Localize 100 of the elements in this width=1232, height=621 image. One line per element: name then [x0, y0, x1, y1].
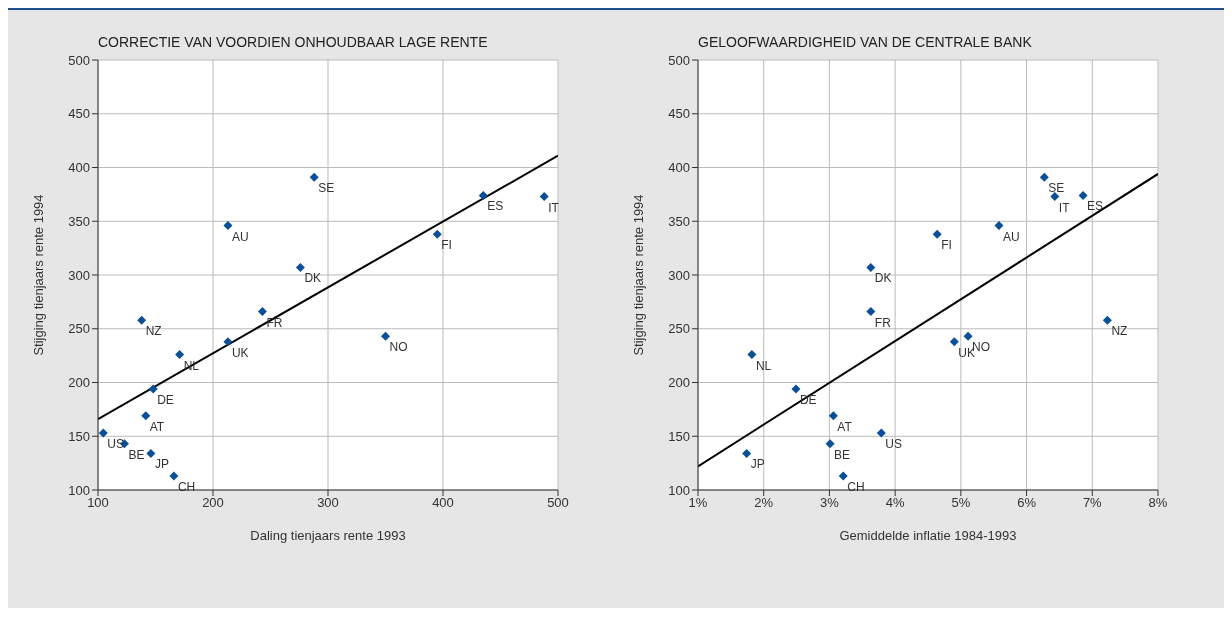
- x-tick-label: 7%: [1082, 495, 1103, 511]
- y-tick-label: 400: [68, 160, 90, 176]
- y-axis-title: Stijging tienjaars rente 1994: [30, 194, 46, 356]
- annotation: FR: [266, 315, 283, 330]
- annotation: JP: [750, 457, 765, 472]
- x-tick-label: 500: [547, 495, 569, 511]
- point: [137, 315, 147, 325]
- point: [223, 221, 233, 231]
- annotation: DK: [874, 271, 892, 286]
- annotation: NL: [755, 358, 772, 373]
- annotation: DK: [304, 271, 322, 286]
- annotation: BE: [128, 447, 145, 462]
- y-tick-label: 250: [68, 321, 90, 337]
- point: [949, 337, 959, 347]
- annotation: AT: [837, 419, 853, 434]
- y-tick-label: 150: [668, 428, 690, 444]
- point: [381, 331, 390, 341]
- y-tick-label: 100: [68, 482, 90, 498]
- chart-title: CORRECTIE VAN VOORDIEN ONHOUDBAAR LAGE RENTE: [98, 34, 488, 50]
- point: [838, 471, 848, 481]
- x-tick-label: 1%: [688, 495, 708, 511]
- y-tick-label: 300: [68, 267, 90, 283]
- point: [932, 229, 942, 239]
- annotation: FI: [941, 238, 952, 253]
- point: [141, 411, 151, 421]
- x-tick-label: 6%: [1017, 495, 1037, 511]
- point: [295, 262, 305, 272]
- point: [146, 448, 156, 458]
- annotation: ES: [1087, 199, 1104, 214]
- x-tick-label: 3%: [820, 495, 840, 511]
- y-tick-label: 250: [668, 321, 690, 337]
- point: [98, 428, 108, 438]
- x-tick-label: 2%: [754, 495, 774, 511]
- y-axis-title: Stijging tienjaars rente 1994: [630, 194, 646, 356]
- annotation: UK: [958, 345, 975, 360]
- point: [866, 307, 876, 317]
- annotation: IT: [1058, 200, 1071, 215]
- y-tick-label: 500: [68, 52, 90, 68]
- annotation: UK: [231, 345, 249, 360]
- annotation: DE: [157, 392, 174, 407]
- point: [994, 221, 1004, 231]
- y-tick-label: 150: [68, 428, 90, 444]
- y-tick-label: 400: [668, 160, 690, 176]
- y-tick-label: 350: [668, 213, 690, 229]
- x-tick-label: 100: [87, 495, 109, 511]
- x-axis-title: Gemiddelde inflatie 1984-1993: [839, 528, 1017, 543]
- point: [876, 428, 886, 438]
- x-tick-label: 400: [432, 495, 454, 511]
- y-tick-label: 200: [668, 375, 690, 391]
- annotation: JP: [154, 457, 169, 472]
- y-tick-label: 350: [68, 213, 90, 229]
- annotation: DE: [799, 392, 817, 407]
- point: [1050, 192, 1060, 202]
- point: [148, 384, 158, 394]
- y-tick-label: 300: [668, 267, 690, 283]
- annotation: FI: [441, 238, 452, 253]
- y-tick-label: 450: [68, 106, 90, 122]
- y-tick-label: 450: [668, 106, 690, 122]
- x-tick-label: 200: [202, 495, 224, 511]
- point: [825, 439, 835, 449]
- point: [1039, 172, 1049, 182]
- point: [742, 448, 752, 458]
- y-tick-label: 500: [668, 52, 690, 68]
- point: [169, 471, 179, 481]
- point: [1078, 190, 1088, 200]
- annotation: ES: [487, 199, 504, 214]
- annotation: US: [885, 437, 903, 452]
- point: [963, 331, 973, 341]
- annotation: NZ: [1111, 324, 1128, 339]
- annotation: BE: [834, 447, 851, 462]
- y-tick-label: 200: [68, 375, 90, 391]
- x-tick-label: 5%: [951, 495, 971, 511]
- point: [539, 192, 549, 202]
- annotation: NO: [389, 340, 408, 355]
- annotation: AU: [231, 229, 249, 244]
- annotation: AT: [149, 419, 165, 434]
- point: [1102, 315, 1112, 325]
- annotation: NZ: [145, 324, 162, 339]
- annotation: SE: [318, 181, 335, 196]
- point: [223, 337, 233, 347]
- annotation: IT: [548, 200, 560, 215]
- x-axis-title: Daling tienjaars rente 1993: [250, 528, 406, 543]
- x-tick-label: 300: [317, 495, 339, 511]
- annotation: AU: [1002, 229, 1020, 244]
- point: [866, 262, 876, 272]
- point: [478, 190, 488, 200]
- point: [828, 411, 838, 421]
- point: [175, 350, 185, 360]
- annotation: SE: [1048, 181, 1065, 196]
- point: [791, 384, 801, 394]
- y-tick-label: 100: [668, 482, 690, 498]
- point: [747, 350, 757, 360]
- point: [309, 172, 319, 182]
- chart-title: GELOOFWAARDIGHEID VAN DE CENTRALE BANK: [698, 34, 1032, 50]
- point: [432, 229, 442, 239]
- x-tick-label: 4%: [885, 495, 905, 511]
- annotation: NO: [972, 340, 991, 355]
- point: [257, 307, 267, 317]
- annotation: FR: [874, 315, 892, 330]
- annotation: US: [107, 437, 124, 452]
